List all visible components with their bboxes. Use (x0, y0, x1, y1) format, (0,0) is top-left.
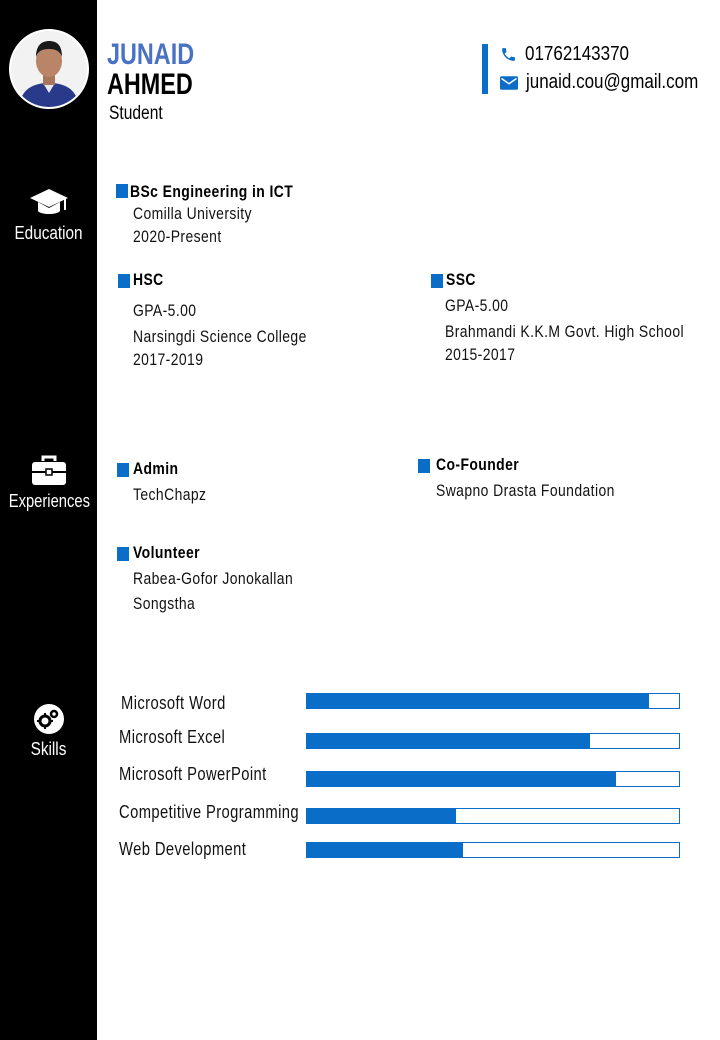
sidebar-label-experiences: Experiences (8, 491, 90, 511)
education-ssc-institution: Brahmandi K.K.M Govt. High School (445, 322, 685, 341)
skill-bar-fill (307, 694, 650, 708)
education-bsc-institution: Comilla University (133, 204, 252, 223)
education-hsc-institution: Narsingdi Science College (133, 327, 307, 346)
bullet-marker (418, 459, 430, 473)
briefcase-icon (31, 455, 66, 485)
education-ssc-gpa: GPA-5.00 (445, 296, 509, 315)
skill-bar-fill (307, 772, 616, 786)
profile-photo (11, 31, 87, 107)
skill-label: Microsoft Word (121, 693, 226, 713)
last-name: AHMED (107, 68, 193, 101)
sidebar: Education Experiences Skills (0, 0, 97, 1040)
sidebar-section-experiences: Experiences (0, 455, 97, 512)
experience-volunteer-title: Volunteer (133, 543, 200, 562)
education-hsc-title: HSC (133, 270, 164, 289)
phone-number[interactable]: 01762143370 (525, 43, 630, 65)
sidebar-label-education: Education (14, 223, 83, 243)
contact-email: junaid.cou@gmail.com (500, 71, 720, 94)
first-name: JUNAID (107, 38, 195, 71)
envelope-icon (500, 75, 518, 90)
graduation-cap-icon (29, 189, 68, 214)
skill-label: Web Development (119, 839, 247, 859)
skill-bar (306, 771, 680, 787)
experience-volunteer-org-line1: Rabea-Gofor Jonokallan (133, 569, 294, 588)
sidebar-section-skills: Skills (0, 703, 97, 760)
experience-admin-title: Admin (133, 459, 179, 478)
bullet-marker (117, 463, 129, 477)
skill-bar (306, 733, 680, 749)
bullet-marker (117, 547, 129, 561)
skill-bar (306, 842, 680, 858)
education-bsc-title: BSc Engineering in ICT (130, 182, 294, 201)
education-hsc-gpa: GPA-5.00 (133, 301, 197, 320)
skill-label: Microsoft Excel (119, 727, 226, 747)
gears-icon (33, 704, 64, 734)
education-ssc-title: SSC (446, 270, 476, 289)
bullet-marker (116, 184, 128, 198)
bullet-marker (431, 274, 443, 288)
experience-volunteer-org-line2: Songstha (133, 594, 196, 613)
skill-bar-fill (307, 734, 590, 748)
email-address[interactable]: junaid.cou@gmail.com (526, 71, 699, 93)
skill-bar (306, 693, 680, 709)
experience-cofounder-org: Swapno Drasta Foundation (436, 481, 615, 500)
contact-accent-bar (482, 44, 488, 94)
skill-bar (306, 808, 680, 824)
skill-label: Competitive Programming (119, 802, 300, 822)
phone-icon (502, 48, 515, 61)
sidebar-section-education: Education (0, 185, 97, 244)
bullet-marker (118, 274, 130, 288)
avatar (9, 29, 89, 109)
sidebar-label-skills: Skills (30, 739, 67, 759)
experience-cofounder-title: Co-Founder (436, 455, 520, 474)
education-bsc-period: 2020-Present (133, 227, 222, 246)
skill-bar-fill (307, 809, 456, 823)
skill-bar-fill (307, 843, 464, 857)
contact-phone: 01762143370 (500, 43, 647, 66)
role-title: Student (109, 103, 163, 124)
education-hsc-period: 2017-2019 (133, 350, 204, 369)
education-ssc-period: 2015-2017 (445, 345, 516, 364)
skill-label: Microsoft PowerPoint (119, 764, 267, 784)
experience-admin-org: TechChapz (133, 485, 207, 504)
